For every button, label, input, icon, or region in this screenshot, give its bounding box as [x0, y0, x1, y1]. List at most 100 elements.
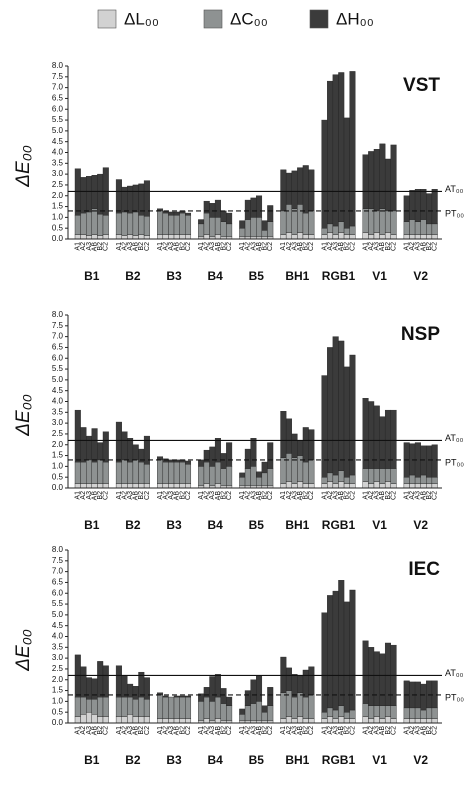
x-tick-label: A2 [327, 491, 334, 500]
bar-segment [384, 232, 391, 240]
bar-segment [267, 687, 274, 706]
bar-segment [373, 210, 380, 233]
bar-segment [321, 375, 328, 478]
bar-segment [97, 442, 104, 461]
x-tick-label: C2 [185, 726, 192, 735]
bar-segment [379, 234, 386, 240]
bar-segment [327, 716, 334, 724]
y-tick-label: 1.0 [52, 696, 64, 705]
bar-segment [239, 476, 246, 487]
bar-segment [91, 208, 98, 235]
group-label: V2 [413, 518, 428, 532]
legend-label: ΔL₀₀ [124, 9, 159, 28]
x-tick-label: A2 [286, 491, 293, 500]
bar-segment [332, 590, 339, 711]
bar-segment [338, 481, 345, 489]
bar-segment [379, 718, 386, 724]
bar-segment [226, 212, 233, 225]
group-label: V1 [372, 269, 387, 283]
y-tick-label: 5.0 [52, 375, 64, 384]
bar-segment [256, 195, 263, 218]
bar-segment [362, 398, 369, 469]
bar-segment [121, 675, 128, 698]
bar-segment [261, 230, 268, 238]
bar-segment [132, 211, 139, 236]
bar-segment [102, 431, 109, 463]
x-tick-label: AB [420, 242, 427, 252]
bar-segment [302, 165, 309, 214]
y-tick-label: 4.5 [52, 137, 64, 146]
bar-segment [420, 189, 427, 220]
y-tick-label: 6.0 [52, 588, 64, 597]
group-label: B2 [125, 269, 141, 283]
y-tick-label: 6.0 [52, 104, 64, 113]
bar-segment [143, 677, 150, 700]
x-tick-label: C2 [349, 242, 356, 251]
bar-segment [214, 234, 221, 240]
x-tick-label: A2 [204, 491, 211, 500]
bar-segment [297, 232, 304, 240]
y-tick-label: 4.0 [52, 148, 64, 157]
group-label: BH1 [285, 518, 309, 532]
bar-segment [239, 227, 246, 238]
x-tick-label: C2 [226, 491, 233, 500]
bar-segment [327, 707, 334, 717]
y-tick-label: 8.0 [52, 61, 64, 70]
bar-segment [74, 461, 81, 484]
x-tick-label: A2 [245, 242, 252, 251]
bar-segment [173, 483, 180, 489]
bar-segment [244, 468, 251, 487]
bar-segment [261, 472, 268, 487]
bar-segment [349, 225, 356, 235]
bar-segment [426, 193, 433, 225]
bar-segment [220, 221, 227, 238]
x-tick-label: A3 [415, 491, 422, 500]
bar-segment [185, 718, 192, 724]
bar-segment [185, 460, 192, 465]
group-label: V1 [372, 518, 387, 532]
x-tick-label: A3 [127, 726, 134, 735]
bar-segment [91, 461, 98, 484]
y-tick-label: 2.5 [52, 180, 64, 189]
bar-segment [115, 483, 122, 489]
group-label: V1 [372, 753, 387, 767]
group-label: B4 [207, 753, 223, 767]
x-tick-label: AB [338, 726, 345, 736]
bar-segment [244, 705, 251, 722]
bar-segment [132, 184, 139, 213]
bar-segment [203, 718, 210, 724]
x-tick-label: AB [379, 242, 386, 252]
bar-segment [343, 711, 350, 719]
bar-segment [127, 185, 134, 214]
bar-segment [297, 692, 304, 717]
y-tick-label: 7.5 [52, 321, 64, 330]
bar-segment [414, 718, 421, 724]
y-tick-label: 1.5 [52, 686, 64, 695]
bar-segment [379, 416, 386, 469]
y-tick-label: 2.0 [52, 675, 64, 684]
group-label: BH1 [285, 269, 309, 283]
y-tick-label: 1.5 [52, 202, 64, 211]
bar-segment [97, 213, 104, 236]
bar-segment [362, 468, 369, 482]
bar-segment [308, 210, 315, 235]
bar-segment [302, 427, 309, 463]
bar-segment [256, 217, 263, 238]
y-tick-label: 5.5 [52, 364, 64, 373]
group-label: BH1 [285, 753, 309, 767]
bar-segment [302, 212, 309, 235]
group-label: B3 [166, 518, 182, 532]
bar-segment [143, 435, 150, 465]
group-label: B2 [125, 518, 141, 532]
x-tick-label: A2 [245, 491, 252, 500]
x-tick-label: AB [91, 491, 98, 501]
bar-segment [343, 234, 350, 240]
bar-segment [308, 718, 315, 724]
x-tick-label: B2 [220, 726, 227, 735]
bar-segment [321, 234, 328, 240]
y-tick-label: 0.5 [52, 223, 64, 232]
bar-segment [379, 705, 386, 719]
x-tick-label: B2 [303, 242, 310, 251]
bar-segment [343, 601, 350, 713]
bar-segment [220, 688, 227, 704]
